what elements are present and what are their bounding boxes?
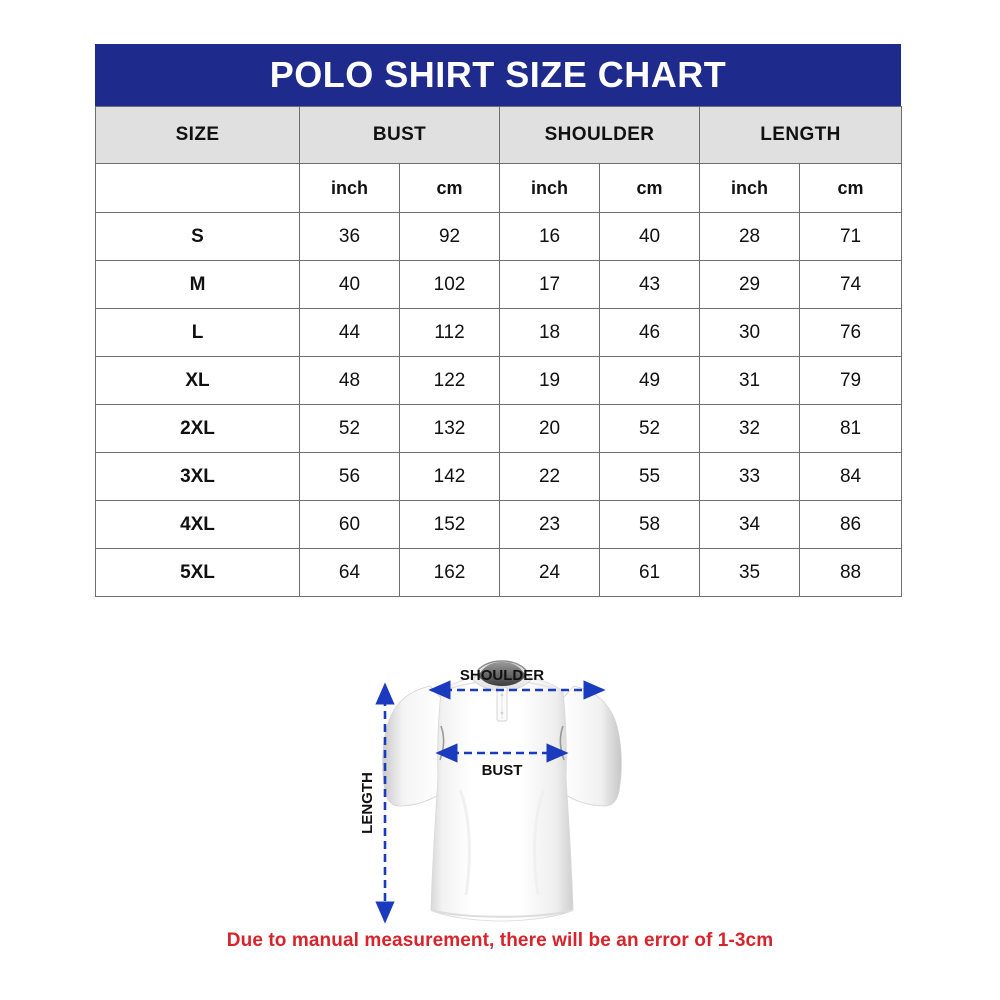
cell-shoulder-cm: 55 bbox=[599, 452, 701, 501]
cell-bust-cm: 122 bbox=[398, 356, 501, 405]
cell-size: 2XL bbox=[95, 404, 300, 453]
cell-bust-cm: 132 bbox=[398, 404, 501, 453]
cell-length-inch: 32 bbox=[699, 404, 801, 453]
unit-header-length-inch: inch bbox=[699, 163, 801, 213]
unit-header-bust-inch: inch bbox=[299, 163, 400, 213]
cell-bust-cm: 112 bbox=[398, 308, 501, 357]
cell-length-cm: 76 bbox=[799, 308, 903, 357]
cell-length-cm: 79 bbox=[799, 356, 903, 405]
cell-length-inch: 35 bbox=[699, 548, 801, 597]
cell-shoulder-cm: 46 bbox=[599, 308, 701, 357]
cell-length-inch: 30 bbox=[699, 308, 801, 357]
cell-shoulder-inch: 22 bbox=[499, 452, 601, 501]
cell-length-cm: 81 bbox=[799, 404, 903, 453]
cell-size: 5XL bbox=[95, 548, 300, 597]
cell-length-inch: 28 bbox=[699, 212, 801, 261]
table-group-header-row: SIZE BUST SHOULDER LENGTH bbox=[95, 106, 903, 164]
cell-shoulder-inch: 24 bbox=[499, 548, 601, 597]
cell-shoulder-cm: 40 bbox=[599, 212, 701, 261]
cell-bust-inch: 60 bbox=[299, 500, 400, 549]
length-label: LENGTH bbox=[359, 772, 376, 834]
cell-size: S bbox=[95, 212, 300, 261]
cell-size: L bbox=[95, 308, 300, 357]
unit-header-bust-cm: cm bbox=[398, 163, 501, 213]
bust-label: BUST bbox=[482, 762, 523, 779]
cell-bust-cm: 162 bbox=[398, 548, 501, 597]
column-header-bust: BUST bbox=[298, 106, 501, 164]
cell-length-inch: 29 bbox=[699, 260, 801, 309]
table-row: L 44 112 18 46 30 76 bbox=[95, 308, 903, 357]
cell-bust-inch: 56 bbox=[299, 452, 400, 501]
cell-length-cm: 86 bbox=[799, 500, 903, 549]
cell-length-cm: 88 bbox=[799, 548, 903, 597]
cell-bust-inch: 36 bbox=[299, 212, 400, 261]
chart-title-bar: POLO SHIRT SIZE CHART bbox=[95, 44, 901, 106]
cell-bust-inch: 64 bbox=[299, 548, 400, 597]
column-header-shoulder: SHOULDER bbox=[499, 106, 701, 164]
table-row: XL 48 122 19 49 31 79 bbox=[95, 356, 903, 405]
cell-bust-inch: 48 bbox=[299, 356, 400, 405]
unit-header-shoulder-inch: inch bbox=[499, 163, 601, 213]
measurement-diagram: SHOULDER BUST LENGTH bbox=[0, 625, 1000, 935]
cell-length-cm: 71 bbox=[799, 212, 903, 261]
cell-shoulder-inch: 20 bbox=[499, 404, 601, 453]
size-chart-table: SIZE BUST SHOULDER LENGTH inch cm inch c… bbox=[95, 106, 903, 597]
unit-header-shoulder-cm: cm bbox=[599, 163, 701, 213]
column-header-length: LENGTH bbox=[699, 106, 903, 164]
cell-length-cm: 84 bbox=[799, 452, 903, 501]
page-title: POLO SHIRT SIZE CHART bbox=[269, 54, 727, 95]
cell-length-inch: 31 bbox=[699, 356, 801, 405]
cell-shoulder-cm: 43 bbox=[599, 260, 701, 309]
cell-length-cm: 74 bbox=[799, 260, 903, 309]
table-row: 3XL 56 142 22 55 33 84 bbox=[95, 452, 903, 501]
cell-bust-cm: 152 bbox=[398, 500, 501, 549]
cell-shoulder-cm: 52 bbox=[599, 404, 701, 453]
cell-bust-cm: 142 bbox=[398, 452, 501, 501]
cell-length-inch: 34 bbox=[699, 500, 801, 549]
cell-bust-inch: 40 bbox=[299, 260, 400, 309]
cell-bust-cm: 92 bbox=[398, 212, 501, 261]
cell-size: 4XL bbox=[95, 500, 300, 549]
table-unit-header-row: inch cm inch cm inch cm bbox=[95, 163, 903, 213]
cell-bust-inch: 52 bbox=[299, 404, 400, 453]
cell-shoulder-inch: 23 bbox=[499, 500, 601, 549]
cell-shoulder-cm: 61 bbox=[599, 548, 701, 597]
measurement-disclaimer: Due to manual measurement, there will be… bbox=[226, 930, 774, 951]
cell-shoulder-cm: 58 bbox=[599, 500, 701, 549]
cell-shoulder-inch: 16 bbox=[499, 212, 601, 261]
table-row: 2XL 52 132 20 52 32 81 bbox=[95, 404, 903, 453]
table-row: 5XL 64 162 24 61 35 88 bbox=[95, 548, 903, 597]
shoulder-label: SHOULDER bbox=[460, 667, 544, 684]
cell-size: M bbox=[95, 260, 300, 309]
cell-shoulder-cm: 49 bbox=[599, 356, 701, 405]
cell-shoulder-inch: 17 bbox=[499, 260, 601, 309]
cell-size: XL bbox=[95, 356, 300, 405]
cell-size: 3XL bbox=[95, 452, 300, 501]
cell-bust-inch: 44 bbox=[299, 308, 400, 357]
cell-length-inch: 33 bbox=[699, 452, 801, 501]
cell-shoulder-inch: 19 bbox=[499, 356, 601, 405]
table-row: M 40 102 17 43 29 74 bbox=[95, 260, 903, 309]
cell-bust-cm: 102 bbox=[398, 260, 501, 309]
polo-shirt-illustration bbox=[382, 660, 622, 922]
table-row: 4XL 60 152 23 58 34 86 bbox=[95, 500, 903, 549]
unit-header-length-cm: cm bbox=[799, 163, 903, 213]
table-row: S 36 92 16 40 28 71 bbox=[95, 212, 903, 261]
cell-shoulder-inch: 18 bbox=[499, 308, 601, 357]
unit-header-blank bbox=[95, 163, 300, 213]
size-chart-block: POLO SHIRT SIZE CHART SIZE BUST SHOULDER… bbox=[95, 44, 903, 597]
column-header-size: SIZE bbox=[95, 106, 300, 164]
